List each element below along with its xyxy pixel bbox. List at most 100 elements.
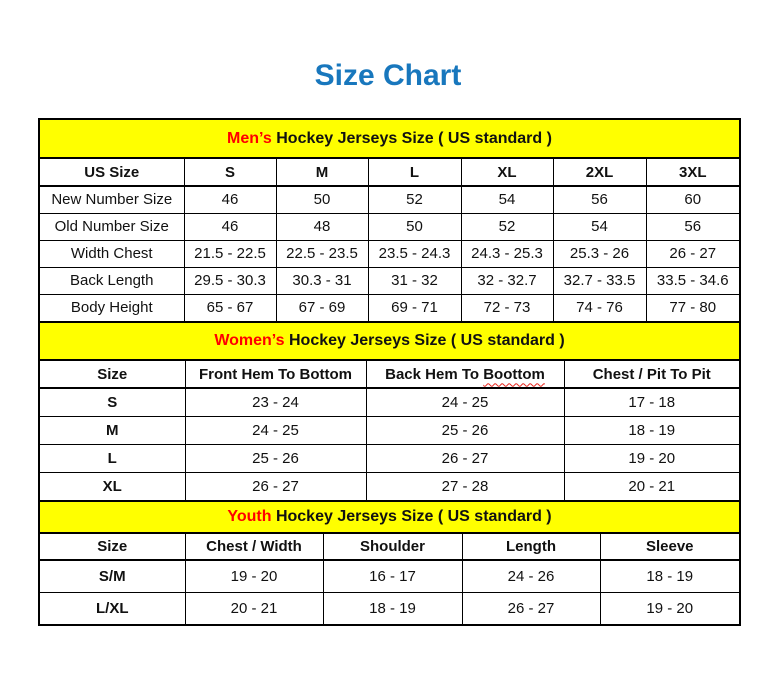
table-cell: 29.5 - 30.3	[183, 266, 277, 295]
table-row-width-chest: Width Chest 21.5 - 22.5 22.5 - 23.5 23.5…	[40, 239, 739, 268]
table-cell: 20 - 21	[184, 591, 324, 624]
table-cell: 27 - 28	[365, 471, 565, 500]
column-header-size: Size	[40, 360, 186, 389]
table-row-old-number-size: Old Number Size 46 48 50 52 54 56	[40, 212, 739, 241]
table-cell: 54	[460, 185, 554, 214]
womens-heading-highlight: Women’s	[214, 332, 285, 349]
misspelled-word: Boottom	[483, 365, 545, 383]
column-header-2xl: 2XL	[552, 158, 647, 187]
table-cell: 54	[552, 212, 647, 241]
table-cell: 20 - 21	[563, 471, 739, 500]
table-row-youth-sm: S/M 19 - 20 16 - 17 24 - 26 18 - 19	[40, 559, 739, 593]
table-cell: 69 - 71	[367, 293, 462, 321]
table-cell: 18 - 19	[599, 559, 739, 593]
mens-section-heading: Men’s Hockey Jerseys Size ( US standard …	[40, 120, 739, 159]
table-cell: 50	[367, 212, 462, 241]
row-label: Back Length	[40, 266, 185, 295]
table-cell: 26 - 27	[461, 591, 601, 624]
youth-header-row: Size Chest / Width Shoulder Length Sleev…	[40, 533, 739, 561]
page-title: Size Chart	[314, 59, 462, 92]
table-cell: 60	[645, 185, 739, 214]
table-row-women-m: M 24 - 25 25 - 26 18 - 19	[40, 415, 739, 445]
table-cell: 26 - 27	[365, 443, 565, 473]
youth-section-heading-row: Youth Hockey Jerseys Size ( US standard …	[40, 500, 739, 534]
youth-heading-highlight: Youth	[227, 508, 272, 525]
table-row-women-xl: XL 26 - 27 27 - 28 20 - 21	[40, 471, 739, 500]
table-row-women-s: S 23 - 24 24 - 25 17 - 18	[40, 387, 739, 417]
table-cell: 67 - 69	[275, 293, 369, 321]
table-cell: 23.5 - 24.3	[367, 239, 462, 268]
womens-heading-rest: Hockey Jerseys Size ( US standard )	[289, 332, 565, 349]
row-label: XL	[40, 471, 186, 500]
column-header-us-size: US Size	[40, 158, 185, 187]
table-cell: 56	[645, 212, 739, 241]
table-cell: 46	[183, 212, 277, 241]
mens-section-heading-row: Men’s Hockey Jerseys Size ( US standard …	[40, 120, 739, 159]
table-cell: 32 - 32.7	[460, 266, 554, 295]
row-label: S	[40, 387, 186, 417]
table-cell: 32.7 - 33.5	[552, 266, 647, 295]
column-header-chest-pit: Chest / Pit To Pit	[563, 360, 739, 389]
column-header-back-hem: Back Hem To Boottom	[365, 360, 565, 389]
column-header-l: L	[367, 158, 462, 187]
column-header-m: M	[275, 158, 369, 187]
table-cell: 65 - 67	[183, 293, 277, 321]
table-cell: 25.3 - 26	[552, 239, 647, 268]
table-cell: 19 - 20	[563, 443, 739, 473]
table-row-body-height: Body Height 65 - 67 67 - 69 69 - 71 72 -…	[40, 293, 739, 321]
table-cell: 18 - 19	[322, 591, 463, 624]
column-header-xl: XL	[460, 158, 554, 187]
table-row-back-length: Back Length 29.5 - 30.3 30.3 - 31 31 - 3…	[40, 266, 739, 295]
table-cell: 72 - 73	[460, 293, 554, 321]
table-cell: 30.3 - 31	[275, 266, 369, 295]
row-label: L/XL	[40, 591, 186, 624]
table-cell: 26 - 27	[184, 471, 367, 500]
table-cell: 52	[460, 212, 554, 241]
table-cell: 23 - 24	[184, 387, 367, 417]
table-cell: 19 - 20	[599, 591, 739, 624]
womens-size-table: Women’s Hockey Jerseys Size ( US standar…	[40, 321, 739, 500]
table-cell: 26 - 27	[645, 239, 739, 268]
table-row-women-l: L 25 - 26 26 - 27 19 - 20	[40, 443, 739, 473]
table-cell: 24.3 - 25.3	[460, 239, 554, 268]
table-cell: 56	[552, 185, 647, 214]
table-cell: 19 - 20	[184, 559, 324, 593]
table-cell: 25 - 26	[184, 443, 367, 473]
table-cell: 22.5 - 23.5	[275, 239, 369, 268]
row-label: Width Chest	[40, 239, 185, 268]
column-header-size: Size	[40, 533, 186, 561]
table-cell: 50	[275, 185, 369, 214]
table-row-youth-lxl: L/XL 20 - 21 18 - 19 26 - 27 19 - 20	[40, 591, 739, 624]
table-cell: 16 - 17	[322, 559, 463, 593]
table-cell: 48	[275, 212, 369, 241]
row-label: L	[40, 443, 186, 473]
womens-header-row: Size Front Hem To Bottom Back Hem To Boo…	[40, 360, 739, 389]
table-cell: 24 - 26	[461, 559, 601, 593]
youth-heading-rest: Hockey Jerseys Size ( US standard )	[275, 508, 552, 525]
column-header-shoulder: Shoulder	[322, 533, 463, 561]
row-label: Old Number Size	[40, 212, 185, 241]
row-label: M	[40, 415, 186, 445]
mens-header-row: US Size S M L XL 2XL 3XL	[40, 158, 739, 187]
womens-section-heading-row: Women’s Hockey Jerseys Size ( US standar…	[40, 321, 739, 361]
table-cell: 52	[367, 185, 462, 214]
row-label: New Number Size	[40, 185, 185, 214]
table-cell: 46	[183, 185, 277, 214]
table-cell: 24 - 25	[365, 387, 565, 417]
size-chart: Men’s Hockey Jerseys Size ( US standard …	[38, 118, 741, 626]
column-header-chest-width: Chest / Width	[184, 533, 324, 561]
mens-size-table: Men’s Hockey Jerseys Size ( US standard …	[40, 120, 739, 321]
table-cell: 77 - 80	[645, 293, 739, 321]
mens-heading-highlight: Men’s	[227, 129, 272, 147]
table-cell: 24 - 25	[184, 415, 367, 445]
row-label: Body Height	[40, 293, 185, 321]
column-header-sleeve: Sleeve	[599, 533, 739, 561]
table-cell: 17 - 18	[563, 387, 739, 417]
back-hem-label-prefix: Back Hem To	[385, 365, 480, 383]
table-cell: 33.5 - 34.6	[645, 266, 739, 295]
table-cell: 25 - 26	[365, 415, 565, 445]
column-header-front-hem: Front Hem To Bottom	[184, 360, 367, 389]
mens-heading-rest: Hockey Jerseys Size ( US standard )	[276, 129, 552, 147]
womens-section-heading: Women’s Hockey Jerseys Size ( US standar…	[40, 321, 739, 361]
row-label: S/M	[40, 559, 186, 593]
